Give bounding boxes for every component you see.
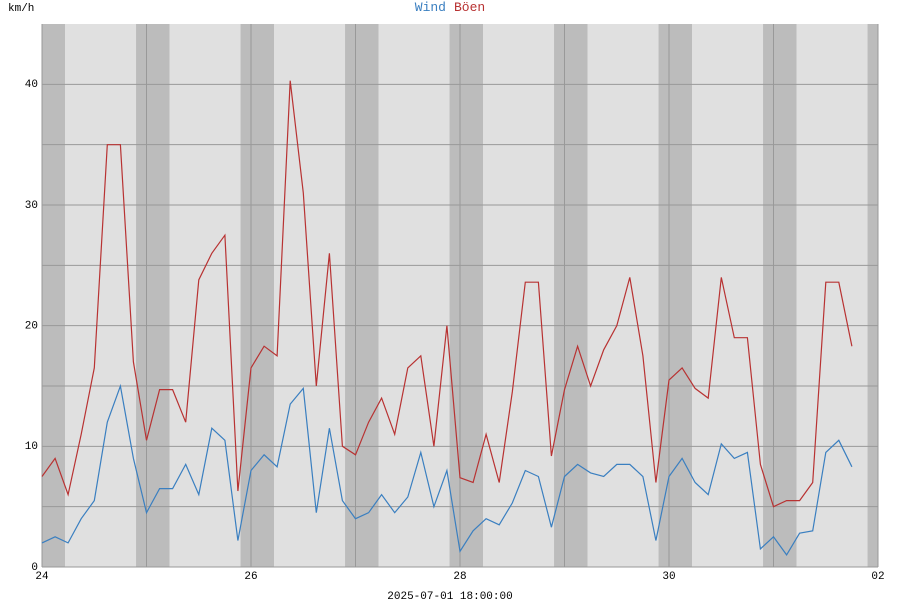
- legend-entry: Böen: [454, 0, 485, 15]
- y-tick-label: 0: [31, 562, 38, 574]
- x-tick-label: 26: [244, 571, 257, 583]
- lines: [41, 80, 853, 556]
- x-axis-label: 2025-07-01 18:00:00: [387, 591, 512, 600]
- series-line: [41, 383, 853, 556]
- y-tick-label: 10: [25, 441, 38, 453]
- y-tick-label: 20: [25, 321, 38, 333]
- night-band: [763, 24, 797, 567]
- night-band: [554, 24, 588, 567]
- legend-entry: Wind: [415, 0, 446, 15]
- legend: Wind Böen: [415, 0, 485, 15]
- x-tick-label: 30: [662, 571, 675, 583]
- series-line: [41, 80, 853, 508]
- x-tick-label: 24: [35, 571, 49, 583]
- night-band: [658, 24, 692, 567]
- night-band: [136, 24, 170, 567]
- labels: 0 10 20 30 40 24 26 28 30 02: [25, 79, 885, 583]
- x-tick-label: 28: [453, 571, 466, 583]
- night-band: [240, 24, 274, 567]
- y-tick-label: 30: [25, 200, 38, 212]
- night-band: [449, 24, 483, 567]
- y-tick-label: 40: [25, 79, 38, 91]
- x-tick-label: 02: [871, 571, 884, 583]
- y-unit: km/h: [8, 3, 34, 15]
- night-band: [42, 24, 65, 567]
- night-band: [867, 24, 878, 567]
- night-band: [345, 24, 379, 567]
